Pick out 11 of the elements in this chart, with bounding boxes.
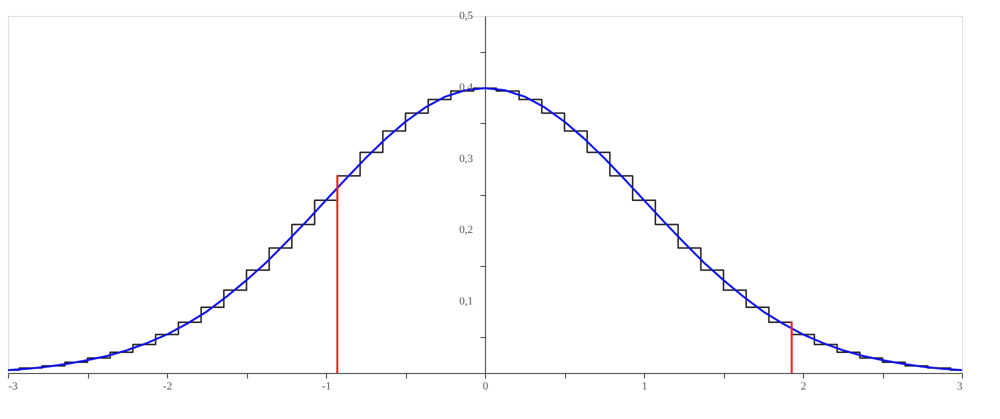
x-tick-label: 1 [642,380,648,392]
x-tick-label: 0 [482,380,489,392]
y-tick-label: 0,3 [459,152,474,165]
x-tick-label: 3 [957,380,963,392]
y-tick-label: 0,1 [459,296,473,308]
x-tick-label: -2 [162,380,172,392]
y-tick-label: 0,2 [459,224,473,236]
x-tick-label: -1 [322,380,332,392]
x-tick-label: 2 [800,380,806,392]
x-tick-label: -3 [8,380,18,392]
y-tick-label: 0,5 [459,10,474,22]
